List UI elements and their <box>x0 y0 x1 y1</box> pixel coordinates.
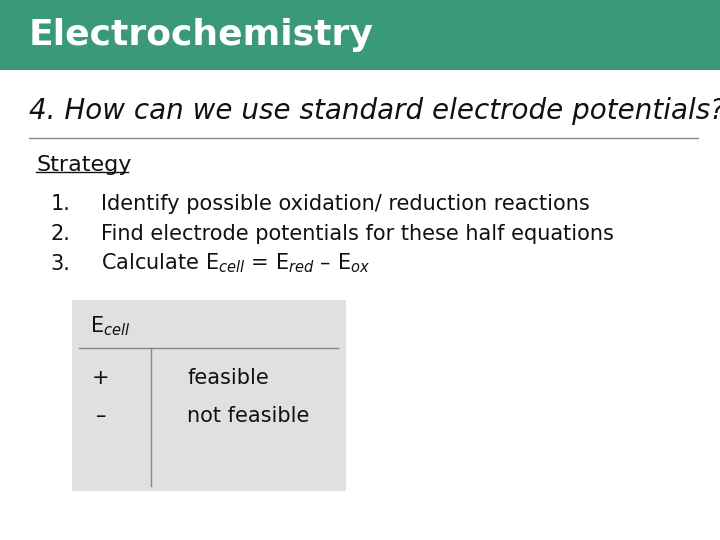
Text: Electrochemistry: Electrochemistry <box>29 18 374 52</box>
Text: 1.: 1. <box>50 194 71 214</box>
Text: Find electrode potentials for these half equations: Find electrode potentials for these half… <box>101 224 613 244</box>
Text: 2.: 2. <box>50 224 71 244</box>
Text: Calculate E$_{cell}$ = E$_{red}$ – E$_{ox}$: Calculate E$_{cell}$ = E$_{red}$ – E$_{o… <box>101 252 370 275</box>
Text: +: + <box>92 368 109 388</box>
Text: –: – <box>96 406 106 426</box>
FancyBboxPatch shape <box>72 300 346 491</box>
Text: Strategy: Strategy <box>36 154 131 175</box>
Text: E$_{cell}$: E$_{cell}$ <box>90 315 130 339</box>
Text: not feasible: not feasible <box>187 406 310 426</box>
Text: Identify possible oxidation/ reduction reactions: Identify possible oxidation/ reduction r… <box>101 194 590 214</box>
Text: 4. How can we use standard electrode potentials?: 4. How can we use standard electrode pot… <box>29 97 720 125</box>
Text: feasible: feasible <box>187 368 269 388</box>
Text: 3.: 3. <box>50 253 71 274</box>
FancyBboxPatch shape <box>0 0 720 70</box>
